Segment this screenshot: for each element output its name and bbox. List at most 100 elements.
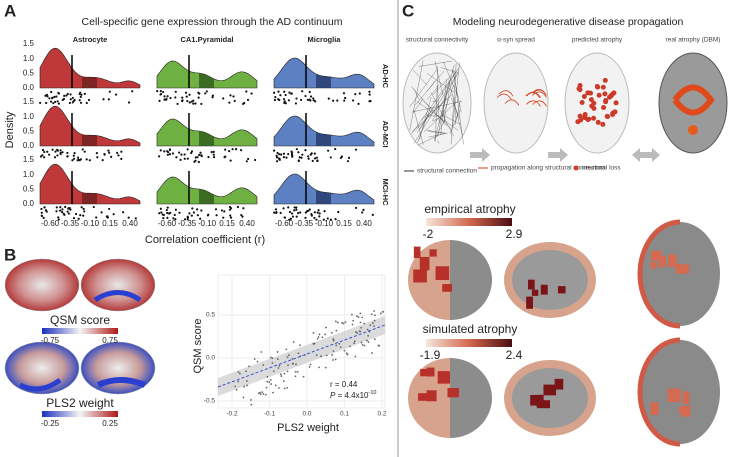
gene-dot (290, 153, 293, 156)
axial-left (637, 219, 681, 329)
scatter-point (309, 363, 312, 366)
scatter-point (318, 366, 320, 369)
y-tick-label: 0.0 (23, 199, 35, 208)
gene-dot (174, 90, 177, 93)
gene-dot (210, 151, 213, 154)
scatter-point (308, 366, 311, 368)
scatter-point (351, 323, 354, 326)
colorbar-title: empirical atrophy (424, 202, 515, 216)
gene-dot (122, 211, 125, 214)
density-band (316, 173, 331, 204)
atrophy-region (413, 269, 427, 283)
gene-dot (188, 212, 191, 215)
gene-dot (181, 99, 184, 102)
gene-dot (40, 214, 43, 217)
gene-dot (46, 95, 49, 98)
scatter-point (371, 352, 373, 354)
gene-dot (79, 91, 82, 94)
colorbar-title: QSM score (50, 313, 110, 327)
x-tick-label: -0.2 (226, 411, 238, 418)
gene-dot (304, 211, 307, 214)
gene-dot (236, 205, 240, 209)
connection (452, 68, 462, 113)
gene-dot (212, 150, 215, 153)
legend-label: neuronal loss (582, 165, 621, 172)
gene-dot (199, 151, 202, 154)
gene-dot (343, 99, 346, 102)
scatter-point (325, 326, 327, 329)
scatter-point (354, 355, 357, 358)
atrophy-region (667, 388, 681, 402)
scatter-point (356, 332, 359, 334)
gene-dot (297, 159, 300, 163)
y-tick-label: 1.0 (23, 170, 35, 179)
connection (437, 140, 440, 144)
p-value-label: P = 4.4x10-10 (330, 390, 376, 400)
step-label: structural connectivity (406, 37, 469, 44)
gene-dot (108, 207, 111, 211)
gene-dot (166, 206, 169, 209)
scatter-point (291, 357, 294, 360)
gene-dot (72, 154, 75, 157)
neuronal-loss (602, 91, 608, 97)
y-tick-label: 0.5 (23, 68, 35, 77)
gene-dot (56, 149, 60, 152)
connection (451, 97, 460, 119)
scatter-point (341, 321, 344, 324)
gene-dot (200, 155, 203, 158)
gene-dot (158, 99, 161, 103)
atrophy-region (536, 394, 544, 408)
gene-dot (287, 99, 291, 102)
gene-dot (354, 148, 358, 151)
gene-dot (250, 92, 253, 95)
scatter-point (317, 336, 320, 339)
density-band (199, 60, 214, 88)
scatter-point (262, 364, 265, 366)
gene-dot (212, 153, 215, 156)
gene-dot (79, 95, 82, 99)
gene-dot (44, 94, 47, 97)
scatter-point (377, 344, 380, 347)
gene-dot (43, 206, 46, 209)
scatter-point (278, 364, 281, 367)
scatter-point (315, 354, 318, 356)
spread (496, 93, 512, 100)
scatter-point (373, 310, 376, 312)
gene-dot (301, 153, 304, 156)
atrophy-region (681, 405, 691, 417)
y-tick-label: 0.0 (23, 141, 35, 150)
gene-dot (188, 93, 191, 96)
gene-dot (287, 206, 290, 209)
gene-dot (371, 213, 374, 217)
spread (532, 100, 548, 107)
y-tick-label: 1.5 (23, 155, 35, 164)
gene-dot (312, 97, 315, 100)
gene-dot (322, 218, 325, 221)
neuronal-loss (601, 104, 607, 110)
gene-dot (64, 205, 67, 209)
y-tick-label: -0.5 (204, 398, 216, 405)
atrophy-region (540, 284, 548, 295)
gene-dot (105, 215, 108, 218)
gene-dot (52, 102, 55, 105)
x-tick-label: 0.2 (377, 411, 386, 418)
gene-dot (316, 159, 319, 162)
scatter-point (276, 351, 279, 353)
scatter-point (346, 353, 349, 356)
density-band (82, 164, 97, 204)
gene-dot (183, 218, 187, 221)
gene-dot (294, 102, 298, 105)
column-header: Astrocyte (73, 35, 108, 44)
x-tick-label: -0.1 (264, 411, 276, 418)
gene-dot (166, 150, 169, 153)
gene-dot (337, 210, 340, 214)
scatter-point (360, 341, 363, 344)
connection (432, 100, 438, 103)
neuronal-loss (603, 98, 609, 104)
gene-dot (247, 157, 250, 161)
gene-dot (329, 156, 332, 159)
scatter-point (343, 349, 346, 352)
density-band (199, 176, 214, 204)
x-axis-label: Correlation coefficient (r) (145, 234, 265, 246)
gene-dot (173, 213, 176, 217)
